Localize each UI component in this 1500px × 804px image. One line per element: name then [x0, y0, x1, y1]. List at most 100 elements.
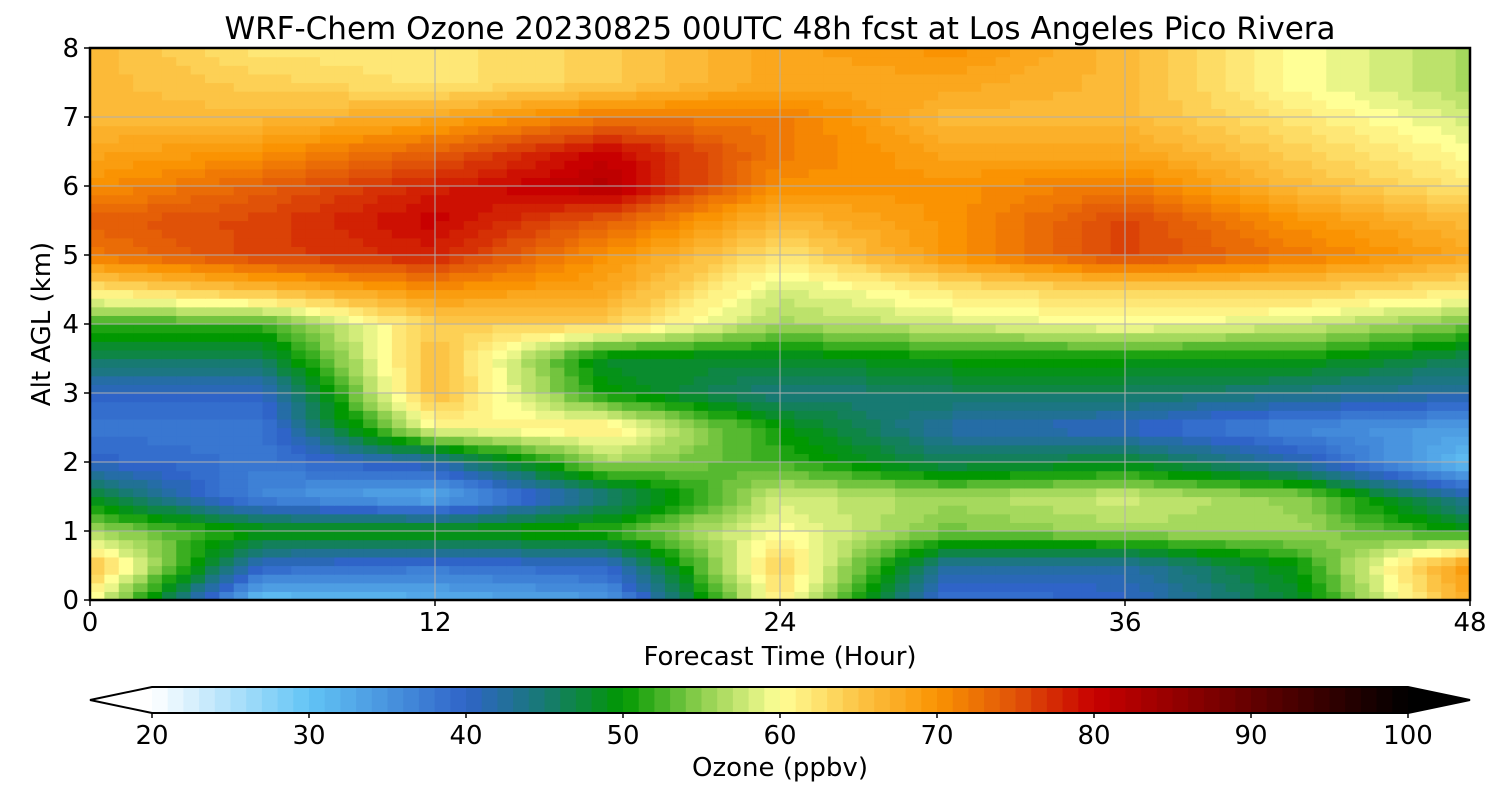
- heatmap-cell: [1225, 194, 1241, 204]
- heatmap-cell: [665, 548, 680, 558]
- heatmap-cell: [363, 487, 379, 498]
- heatmap-cell: [233, 582, 249, 592]
- heatmap-cell: [665, 453, 680, 463]
- heatmap-cell: [679, 358, 695, 368]
- heatmap-cell: [1355, 427, 1370, 437]
- heatmap-cell: [1412, 470, 1428, 480]
- heatmap-cell: [693, 582, 709, 592]
- heatmap-cell: [679, 591, 695, 600]
- heatmap-cell: [1096, 574, 1112, 584]
- heatmap-cell: [118, 298, 134, 308]
- heatmap-cell: [679, 168, 695, 178]
- heatmap-cell: [1196, 177, 1212, 187]
- heatmap-cell: [995, 332, 1011, 342]
- heatmap-cell: [550, 444, 565, 454]
- heatmap-cell: [1383, 298, 1399, 308]
- heatmap-cell: [866, 427, 882, 437]
- heatmap-cell: [636, 349, 652, 360]
- heatmap-cell: [679, 453, 695, 463]
- heatmap-cell: [794, 427, 810, 437]
- heatmap-cell: [219, 539, 235, 549]
- heatmap-cell: [952, 591, 968, 600]
- heatmap-cell: [1153, 220, 1169, 230]
- heatmap-cell: [305, 444, 321, 454]
- heatmap-cell: [722, 315, 738, 325]
- heatmap-cell: [564, 591, 580, 600]
- heatmap-cell: [923, 436, 939, 446]
- heatmap-cell: [1182, 444, 1198, 454]
- heatmap-cell: [1196, 453, 1212, 463]
- heatmap-cell: [262, 324, 278, 334]
- heatmap-cell: [607, 306, 623, 316]
- heatmap-cell: [593, 367, 609, 377]
- heatmap-cell: [133, 263, 149, 273]
- heatmap-cell: [161, 410, 177, 420]
- heatmap-cell: [679, 505, 695, 515]
- heatmap-cell: [535, 194, 551, 204]
- heatmap-cell: [305, 462, 321, 472]
- heatmap-cell: [621, 436, 637, 446]
- heatmap-cell: [1311, 367, 1327, 377]
- heatmap-cell: [291, 160, 307, 170]
- heatmap-cell: [736, 574, 752, 584]
- heatmap-cell: [334, 341, 350, 351]
- heatmap-cell: [1240, 306, 1255, 316]
- heatmap-cell: [564, 220, 580, 230]
- heatmap-cell: [233, 194, 249, 204]
- heatmap-cell: [205, 522, 220, 532]
- heatmap-cell: [665, 160, 680, 170]
- heatmap-cell: [1254, 358, 1270, 368]
- heatmap-cell: [506, 582, 522, 592]
- heatmap-cell: [981, 582, 997, 592]
- heatmap-cell: [161, 436, 177, 446]
- heatmap-cell: [837, 315, 853, 325]
- heatmap-cell: [693, 341, 709, 351]
- heatmap-cell: [1398, 462, 1414, 472]
- heatmap-cell: [1211, 487, 1227, 498]
- heatmap-cell: [535, 229, 551, 239]
- heatmap-cell: [1268, 306, 1284, 316]
- heatmap-cell: [420, 194, 436, 204]
- heatmap-cell: [794, 263, 810, 273]
- heatmap-cell: [1139, 487, 1155, 498]
- heatmap-cell: [1024, 367, 1040, 377]
- heatmap-cell: [1398, 470, 1414, 480]
- heatmap-cell: [722, 496, 738, 506]
- heatmap-cell: [1168, 453, 1184, 463]
- heatmap-cell: [521, 531, 537, 541]
- heatmap-cell: [478, 453, 494, 463]
- heatmap-cell: [133, 186, 149, 196]
- heatmap-cell: [1297, 513, 1313, 523]
- heatmap-cell: [1225, 186, 1241, 196]
- heatmap-cell: [837, 522, 853, 532]
- heatmap-cell: [650, 470, 666, 480]
- heatmap-cell: [104, 306, 120, 316]
- heatmap-cell: [348, 255, 364, 265]
- heatmap-cell: [492, 384, 508, 394]
- heatmap-cell: [1297, 565, 1313, 575]
- heatmap-cell: [1196, 367, 1212, 377]
- heatmap-cell: [1297, 427, 1313, 437]
- heatmap-cell: [1268, 229, 1284, 239]
- heatmap-cell: [1297, 177, 1313, 187]
- heatmap-cell: [1355, 591, 1370, 600]
- heatmap-cell: [1412, 229, 1428, 239]
- heatmap-cell: [751, 229, 767, 239]
- heatmap-cell: [1038, 272, 1054, 282]
- heatmap-cell: [1024, 462, 1040, 472]
- heatmap-cell: [607, 211, 623, 222]
- heatmap-cell: [291, 418, 307, 429]
- heatmap-cell: [276, 401, 292, 411]
- heatmap-cell: [880, 444, 896, 454]
- heatmap-cell: [1398, 556, 1414, 567]
- heatmap-cell: [952, 453, 968, 463]
- heatmap-cell: [1096, 229, 1112, 239]
- heatmap-cell: [1383, 229, 1399, 239]
- heatmap-cell: [765, 160, 781, 170]
- heatmap-cell: [708, 160, 724, 170]
- heatmap-cell: [1254, 332, 1270, 342]
- heatmap-cell: [420, 470, 436, 480]
- heatmap-cell: [952, 306, 968, 316]
- heatmap-cell: [161, 246, 177, 256]
- heatmap-cell: [1153, 263, 1169, 273]
